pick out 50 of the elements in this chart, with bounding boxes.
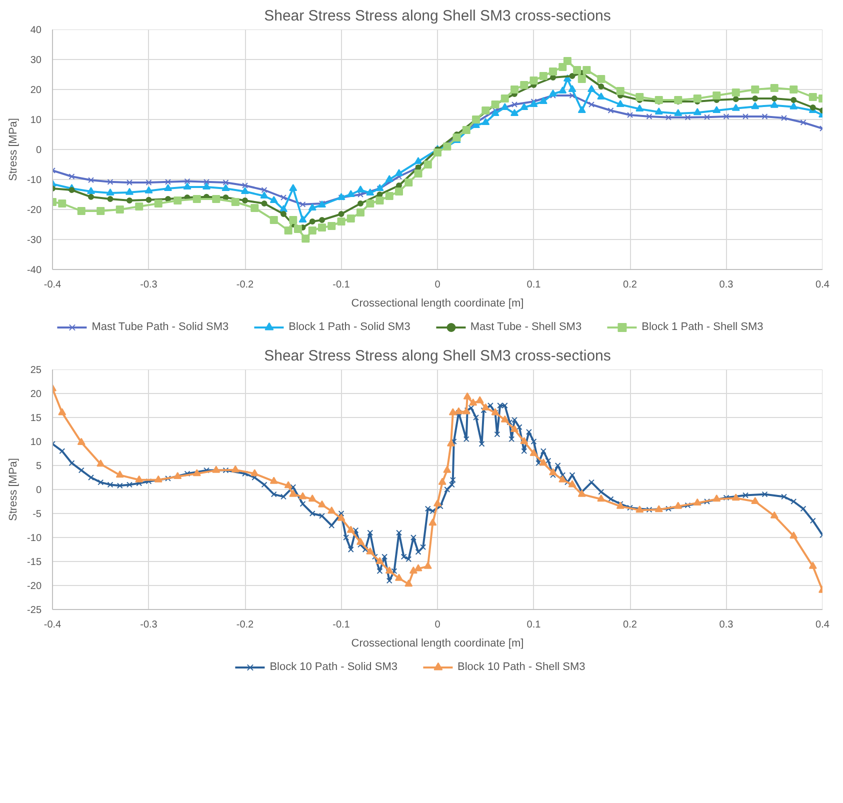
y-tick-label: -10: [27, 533, 42, 544]
x-tick-label: 0.4: [816, 280, 830, 290]
y-tick-label: -30: [27, 235, 42, 246]
y-tick-label: 0: [36, 485, 42, 496]
x-axis-title: Crossectional length coordinate [m]: [351, 638, 524, 650]
legend-label: Mast Tube Path - Solid SM3: [92, 321, 229, 333]
y-tick-label: 10: [30, 437, 42, 448]
x-tick-label: -0.4: [44, 620, 62, 630]
chart-title: Shear Stress Stress along Shell SM3 cross-sections: [264, 8, 611, 24]
x-tick-label: 0: [434, 620, 441, 630]
y-tick-label: -25: [27, 605, 42, 616]
y-tick-label: 30: [30, 55, 42, 66]
x-tick-label: -0.1: [332, 620, 350, 630]
y-axis-title: Stress [MPa]: [8, 458, 20, 521]
x-tick-label: 0.3: [719, 280, 734, 290]
y-tick-label: 15: [30, 413, 42, 424]
x-tick-label: 0: [434, 280, 441, 290]
x-tick-label: -0.2: [236, 620, 254, 630]
y-tick-label: -20: [27, 581, 42, 592]
y-tick-label: -10: [27, 175, 42, 186]
y-tick-label: 25: [30, 365, 42, 376]
legend-label: Block 10 Path - Shell SM3: [457, 661, 586, 673]
x-tick-label: 0.2: [623, 620, 638, 630]
y-tick-label: 0: [36, 145, 42, 156]
y-tick-label: 5: [36, 461, 42, 472]
x-axis-title: Crossectional length coordinate [m]: [351, 298, 524, 310]
legend-label: Block 10 Path - Solid SM3: [270, 661, 398, 673]
x-tick-label: 0.3: [719, 620, 734, 630]
legend-label: Mast Tube - Shell SM3: [470, 321, 582, 333]
x-tick-label: -0.1: [332, 280, 350, 290]
y-axis-title: Stress [MPa]: [8, 118, 20, 181]
x-tick-label: 0.2: [623, 280, 638, 290]
y-tick-label: 40: [30, 25, 42, 36]
x-tick-label: -0.2: [236, 280, 254, 290]
legend-label: Block 1 Path - Shell SM3: [642, 321, 764, 333]
x-tick-label: 0.4: [816, 620, 830, 630]
y-tick-label: -20: [27, 205, 42, 216]
x-tick-label: 0.1: [526, 280, 542, 290]
y-tick-label: 10: [30, 115, 42, 126]
x-tick-label: 0.1: [526, 620, 542, 630]
x-tick-label: -0.3: [140, 620, 158, 630]
chart-title: Shear Stress Stress along Shell SM3 cross-sections: [264, 348, 611, 364]
y-tick-label: -5: [32, 509, 42, 520]
x-tick-label: -0.3: [140, 280, 158, 290]
legend-label: Block 1 Path - Solid SM3: [288, 321, 410, 333]
x-tick-label: -0.4: [44, 280, 62, 290]
y-tick-label: -40: [27, 265, 42, 276]
y-tick-label: -15: [27, 557, 42, 568]
y-tick-label: 20: [30, 85, 42, 96]
y-tick-label: 20: [30, 389, 42, 400]
